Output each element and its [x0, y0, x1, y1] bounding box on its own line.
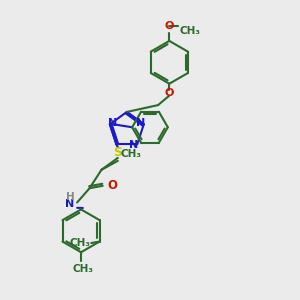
- Text: N: N: [136, 118, 145, 128]
- Text: H: H: [66, 192, 75, 202]
- Text: S: S: [113, 146, 122, 159]
- Text: O: O: [165, 88, 174, 98]
- Text: CH₃: CH₃: [180, 26, 201, 35]
- Text: N: N: [129, 140, 138, 150]
- Text: O: O: [165, 21, 174, 32]
- Text: O: O: [107, 179, 117, 192]
- Text: N: N: [65, 199, 75, 209]
- Text: CH₃: CH₃: [69, 238, 90, 248]
- Text: N: N: [108, 118, 118, 128]
- Text: CH₃: CH₃: [120, 149, 141, 159]
- Text: CH₃: CH₃: [72, 263, 93, 274]
